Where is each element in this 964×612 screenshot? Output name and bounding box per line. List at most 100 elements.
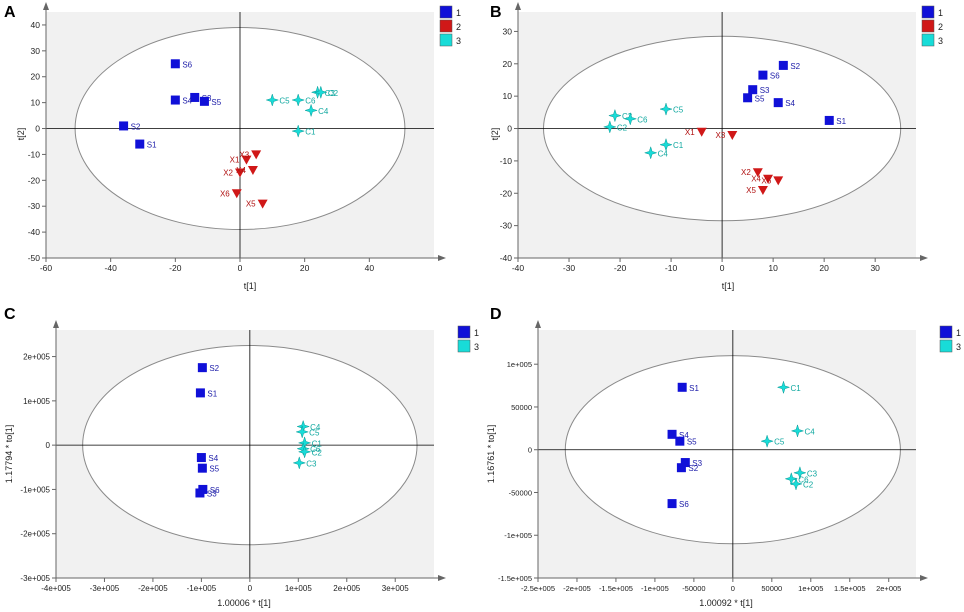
x-tick-label: -1.5e+005: [599, 584, 633, 593]
point-label: C1: [312, 439, 323, 448]
y-tick-label: -50000: [509, 488, 532, 497]
legend-label: 3: [956, 342, 961, 352]
point-label: S2: [688, 464, 698, 473]
legend-label: 1: [938, 8, 943, 18]
point-x6: [773, 176, 784, 186]
point-label: S5: [209, 465, 219, 474]
point-label: S6: [210, 486, 220, 495]
point-label: S2: [790, 62, 800, 71]
point-s6: [758, 70, 768, 80]
point-label: S5: [755, 94, 765, 103]
point-label: C6: [637, 115, 648, 124]
x-tick-label: -20: [169, 263, 182, 273]
point-label: C3: [622, 112, 633, 121]
point-label: C1: [673, 141, 684, 150]
point-c4: [643, 145, 658, 160]
x-tick-label: 0: [720, 263, 725, 273]
x-tick-label: 1.5e+005: [834, 584, 866, 593]
legend-swatch-3: [457, 339, 471, 353]
point-label: C2: [803, 480, 814, 489]
x-axis-title: t[1]: [722, 281, 735, 291]
point-x2: [752, 168, 763, 178]
y-tick-label: -40: [500, 253, 513, 263]
point-c1: [776, 380, 791, 395]
legend-swatch-1: [457, 325, 471, 339]
x-tick-label: -3e+005: [90, 584, 120, 593]
x-axis-arrow: [438, 255, 446, 261]
y-axis-arrow: [43, 2, 49, 10]
point-c3: [793, 465, 807, 480]
point-x4: [247, 165, 258, 175]
point-label: S6: [679, 500, 689, 509]
point-label: C3: [325, 89, 336, 98]
y-tick-label: 10: [31, 98, 41, 108]
x-tick-label: 0: [248, 584, 253, 593]
y-axis-title: 1.16761 * to[1]: [486, 425, 496, 484]
x-tick-label: 20: [819, 263, 829, 273]
legend-swatch-1: [921, 5, 935, 19]
point-s6: [170, 59, 180, 69]
y-tick-label: -2e+005: [20, 530, 50, 539]
point-s4: [196, 453, 206, 463]
point-x5: [257, 199, 268, 209]
legend-label: 1: [456, 8, 461, 18]
y-axis-title: t[2]: [490, 128, 500, 141]
point-label: C5: [279, 97, 290, 106]
point-c3: [292, 456, 307, 470]
x-tick-label: -2.5e+005: [521, 584, 555, 593]
point-label: S3: [207, 489, 217, 498]
point-label: S2: [209, 364, 219, 373]
point-s2: [119, 121, 129, 131]
point-x1: [241, 155, 252, 165]
point-s1: [824, 115, 834, 125]
point-label: S2: [131, 122, 141, 131]
point-s1: [677, 382, 687, 392]
point-label: C5: [309, 428, 320, 437]
point-c5: [295, 425, 310, 439]
point-s5: [743, 93, 753, 103]
x-tick-label: -20: [614, 263, 627, 273]
point-label: S4: [679, 431, 689, 440]
y-tick-label: -1e+005: [20, 485, 50, 494]
point-c1: [659, 137, 673, 152]
legend-label: 3: [474, 342, 479, 352]
point-c6: [784, 471, 799, 486]
point-label: S5: [687, 438, 697, 447]
x-tick-label: -1e+005: [187, 584, 217, 593]
point-c3: [608, 108, 622, 123]
x-tick-label: 50000: [761, 584, 782, 593]
panel-a: A -60 -40 -20 0 20 40 -50 -40 -30 -20 -10 0 10 20 30 40…: [0, 0, 482, 300]
legend-swatch-3: [439, 33, 453, 47]
point-label: X5: [746, 186, 756, 195]
point-s5: [197, 463, 207, 473]
y-tick-label: 2e+005: [23, 353, 50, 362]
point-s4: [170, 95, 180, 105]
point-label: X4: [751, 175, 761, 184]
y-tick-label: 0: [35, 124, 40, 134]
point-label: S4: [785, 99, 795, 108]
point-c6: [623, 111, 638, 126]
y-tick-label: 1e+005: [23, 397, 50, 406]
y-tick-label: -30: [28, 201, 41, 211]
legend-label: 2: [938, 22, 943, 32]
y-axis-arrow: [53, 320, 59, 328]
y-tick-label: 50000: [511, 403, 532, 412]
y-tick-label: 20: [503, 59, 513, 69]
legend-swatch-3: [939, 339, 953, 353]
y-tick-label: 20: [31, 72, 41, 82]
panel-letter: D: [490, 306, 502, 323]
y-tick-label: -30: [500, 221, 513, 231]
x-tick-label: -30: [563, 263, 576, 273]
y-axis-title: t[2]: [16, 128, 26, 141]
point-label: S1: [147, 141, 157, 150]
point-c4: [790, 424, 805, 438]
point-x6: [231, 189, 242, 199]
x-tick-label: -2e+005: [563, 584, 591, 593]
x-axis-arrow: [920, 255, 928, 261]
point-s2: [676, 463, 686, 473]
point-label: X2: [223, 169, 233, 178]
point-s2: [778, 60, 788, 70]
panel-letter: B: [490, 4, 502, 21]
point-s3: [748, 85, 758, 95]
point-s4: [667, 429, 677, 439]
